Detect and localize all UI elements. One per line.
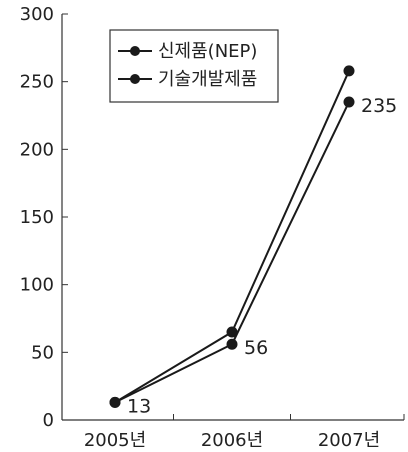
data-label: 235 — [361, 95, 397, 117]
series-2: 13 56 235 — [109, 95, 397, 417]
legend-marker-1 — [130, 46, 140, 56]
y-tick-label: 150 — [20, 207, 54, 228]
y-axis-ticks: 0 50 100 150 200 250 300 — [20, 4, 68, 431]
x-axis-ticks: 2005년 2006년 2007년 — [61, 414, 405, 451]
legend-box — [109, 29, 279, 103]
x-tick-label: 2006년 — [201, 430, 263, 451]
legend-label-1: 신제품(NEP) — [158, 41, 257, 62]
data-point — [343, 96, 355, 108]
y-tick-label: 0 — [43, 410, 54, 431]
y-tick-label: 300 — [20, 4, 54, 25]
series-line — [114, 70, 350, 404]
legend-marker-2 — [130, 74, 140, 84]
legend-label-2: 기술개발제품 — [158, 69, 257, 90]
chart-series: 13 56 235 — [109, 65, 397, 417]
y-tick-label: 200 — [20, 139, 54, 160]
chart-legend: 신제품(NEP) 기술개발제품 — [109, 29, 279, 103]
data-point — [226, 326, 238, 338]
y-tick-label: 250 — [20, 72, 54, 93]
x-tick-label: 2005년 — [84, 430, 146, 451]
y-tick-label: 100 — [20, 275, 54, 296]
x-tick-label: 2007년 — [318, 430, 380, 451]
y-tick-label: 50 — [31, 342, 54, 363]
data-point — [109, 396, 121, 408]
series-1 — [109, 65, 355, 408]
data-point — [226, 338, 238, 350]
data-point — [343, 65, 355, 77]
data-label: 13 — [127, 395, 151, 417]
data-label: 56 — [244, 337, 268, 359]
